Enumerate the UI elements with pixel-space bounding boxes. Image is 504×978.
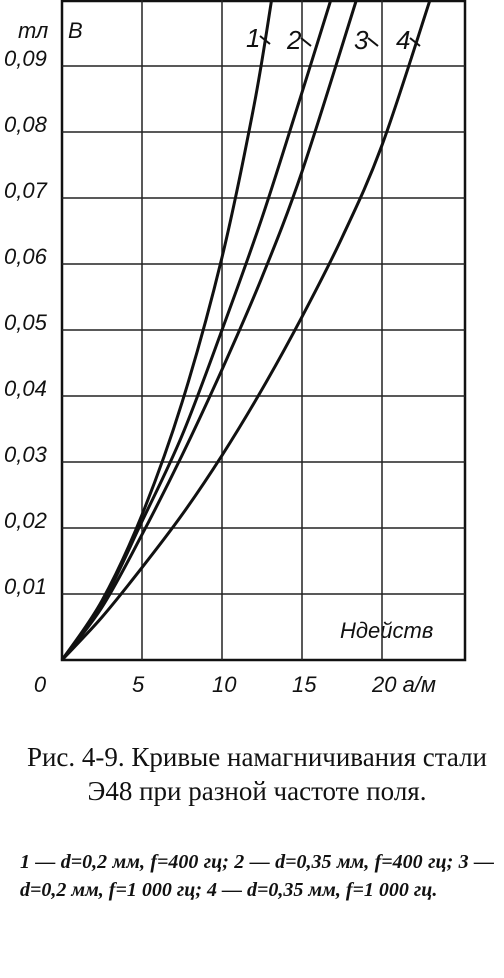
x-tick-label: 0 — [34, 672, 47, 697]
chart: тл B Hдейств 0,01 0,02 0,03 0,04 0,05 0,06 0,0… — [4, 0, 467, 697]
caption: Рис. 4-9. Кривые намагничивания стали Э4… — [26, 742, 488, 806]
y-tick-label: 0,06 — [4, 244, 48, 269]
y-tick-label: 0,01 — [4, 574, 47, 599]
label-bg — [350, 26, 368, 58]
label-bg — [392, 26, 410, 58]
curve-label: 4 — [396, 25, 410, 55]
curve — [60, 0, 358, 661]
x-tick-label: 10 — [212, 672, 237, 697]
curve-label: 1 — [246, 23, 260, 53]
label-leader — [409, 37, 421, 47]
y-tick-label: 0,04 — [4, 376, 47, 401]
notes: 1 — d=0,2 мм, f=400 гц; 2 — d=0,35 мм, f… — [20, 851, 494, 901]
x-tick-label: 5 — [132, 672, 145, 697]
label-leader — [300, 37, 312, 47]
curve-label: 2 — [286, 25, 302, 55]
y-tick-label: 0,09 — [4, 46, 47, 71]
y-tick-label: 0,05 — [4, 310, 48, 335]
curve-label: 3 — [354, 25, 369, 55]
x-tick-label: 15 — [292, 672, 317, 697]
curve — [60, 0, 333, 661]
y-axis-symbol: B — [68, 18, 83, 43]
label-leader — [367, 37, 379, 47]
y-tick-label: 0,03 — [4, 442, 48, 467]
y-tick-label: 0,07 — [4, 178, 48, 203]
y-tick-label: 0,08 — [4, 112, 48, 137]
x-axis-label: Hдейств — [340, 618, 433, 643]
curve — [60, 0, 432, 662]
curve — [60, 0, 274, 661]
label-leader — [259, 35, 271, 45]
y-tick-label: 0,02 — [4, 508, 47, 533]
label-bg — [242, 24, 260, 56]
y-axis-label: тл — [18, 18, 48, 43]
label-bg — [283, 26, 301, 58]
x-tick-label: 20 а/м — [371, 672, 436, 697]
